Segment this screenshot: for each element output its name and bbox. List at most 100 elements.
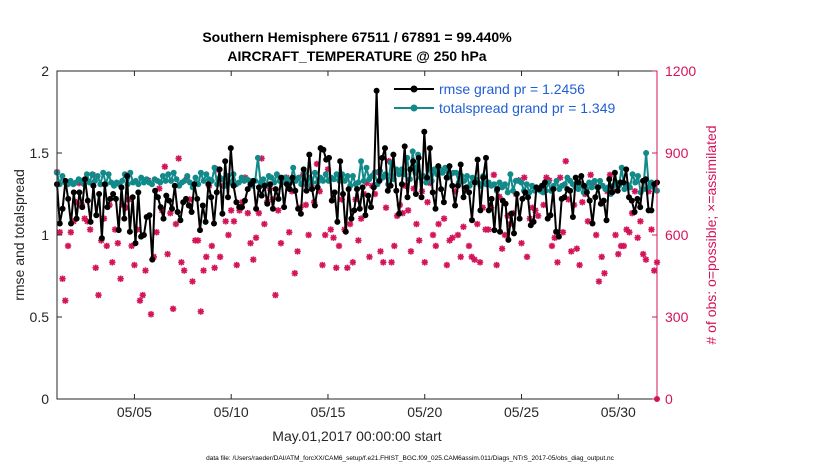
rmse-point (205, 181, 212, 188)
rmse-point (267, 181, 274, 188)
rmse-point (328, 197, 335, 204)
spread-point (496, 179, 503, 186)
obs-marker (429, 231, 437, 239)
obs-marker (584, 218, 592, 225)
obs-marker (457, 253, 464, 261)
x-tick-label: 05/25 (504, 404, 539, 420)
obs-marker (247, 240, 254, 247)
rmse-point (362, 212, 369, 219)
obs-marker (639, 250, 647, 258)
obs-marker (346, 220, 354, 228)
obs-marker (109, 259, 116, 266)
spread-point (575, 186, 582, 193)
rmse-point (583, 189, 590, 196)
spread-point (502, 181, 508, 188)
x-tick-label: 05/30 (601, 404, 636, 420)
rmse-point (443, 174, 450, 181)
rmse-point (359, 184, 366, 191)
rmse-point (463, 184, 470, 191)
obs-marker (200, 267, 207, 274)
spread-point (173, 176, 180, 183)
rmse-point (253, 205, 260, 212)
obs-marker (59, 275, 66, 282)
rmse-point (609, 189, 616, 196)
rmse-point (292, 187, 299, 194)
spread-point (409, 148, 416, 155)
spread-point (235, 179, 242, 186)
obs-marker (203, 253, 210, 261)
obs-marker (637, 218, 644, 225)
rmse-point (628, 197, 635, 204)
rmse-point (309, 186, 316, 193)
spread-point (170, 169, 177, 176)
spread-point (349, 173, 356, 179)
rmse-point (239, 204, 245, 211)
obs-marker (474, 220, 481, 228)
rmse-point (311, 202, 318, 209)
rmse-point (575, 179, 582, 186)
rmse-point (581, 182, 588, 189)
spread-point (618, 164, 625, 171)
spread-point (138, 174, 145, 181)
spread-point (157, 179, 164, 186)
rmse-point (154, 194, 161, 201)
rmse-point (370, 184, 377, 191)
obs-marker (432, 242, 440, 250)
obs-marker (601, 270, 608, 277)
obs-marker (595, 278, 603, 285)
rmse-point (297, 210, 304, 217)
rmse-point (432, 205, 439, 212)
rmse-point (326, 154, 332, 161)
spread-point (333, 171, 340, 178)
spread-point (203, 171, 210, 178)
rmse-point (230, 182, 237, 189)
rmse-point (337, 158, 344, 165)
spread-point (491, 181, 498, 188)
obs-marker (615, 250, 622, 258)
rmse-point (65, 195, 72, 202)
rmse-point (365, 192, 372, 199)
x-tick-label: 05/05 (117, 404, 152, 420)
rmse-point (393, 187, 400, 194)
obs-marker (189, 278, 196, 285)
rmse-point (483, 154, 489, 161)
obs-marker (576, 261, 583, 269)
x-axis-label: May.01,2017 00:00:00 start (272, 428, 442, 444)
spread-point (105, 171, 112, 178)
rmse-point (278, 174, 285, 181)
obs-marker (620, 242, 628, 250)
x-axis: 05/05 05/10 05/15 05/20 05/25 05/30 (117, 71, 636, 420)
rmse-point (241, 197, 248, 204)
rmse-point (511, 230, 517, 237)
obs-marker (587, 171, 594, 179)
rmse-point (68, 220, 74, 227)
spread-point (330, 176, 337, 183)
rmse-point (435, 163, 442, 170)
rmse-point (614, 187, 621, 194)
rmse-point (600, 197, 607, 204)
obs-marker (651, 267, 658, 274)
obs-marker (416, 237, 423, 244)
obs-marker (250, 256, 257, 263)
obs-marker (180, 267, 188, 274)
rmse-point (412, 191, 419, 197)
obs-marker (95, 291, 102, 299)
rmse-point (426, 145, 433, 152)
rmse-point (286, 186, 293, 193)
rmse-point (368, 204, 374, 211)
rmse-point (578, 173, 585, 179)
obs-marker (175, 155, 182, 162)
spread-point (643, 150, 650, 156)
spread-point (119, 177, 126, 184)
rmse-point (56, 220, 63, 227)
rmse-point (550, 186, 557, 193)
rmse-point (603, 217, 610, 224)
rmse-point (121, 215, 128, 222)
obs-marker (490, 171, 498, 179)
spread-point (358, 158, 365, 165)
rmse-point (225, 194, 231, 201)
obs-marker (344, 264, 351, 271)
rmse-point (87, 218, 94, 225)
y-right-tick-label: 0 (665, 391, 673, 407)
rmse-point (502, 200, 509, 207)
